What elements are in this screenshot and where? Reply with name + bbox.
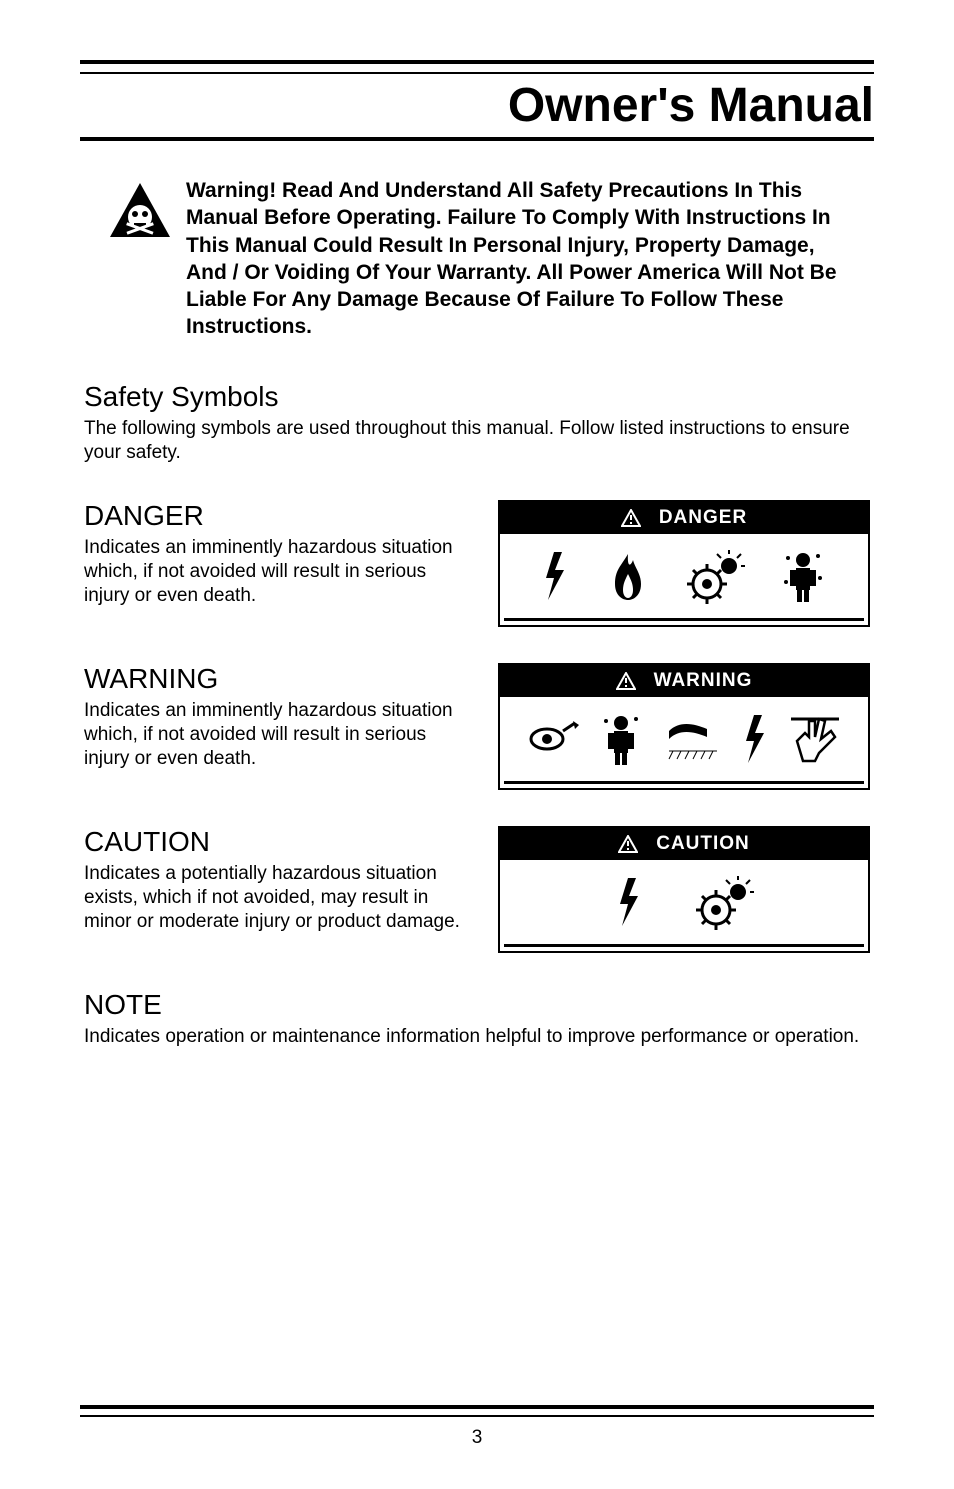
danger-section: DANGER Indicates an imminently hazardous…: [80, 500, 874, 627]
hand-hazard-icon: [787, 711, 843, 767]
warning-placard: WARNING: [498, 663, 870, 790]
warning-section: WARNING Indicates an imminently hazardou…: [80, 663, 874, 790]
page-title: Owner's Manual: [80, 74, 874, 137]
caution-body: Indicates a potentially hazardous situat…: [84, 862, 474, 933]
danger-body: Indicates an imminently hazardous situat…: [84, 536, 474, 607]
page-footer: 3: [80, 1405, 874, 1449]
page-number: 3: [80, 1427, 874, 1449]
note-body: Indicates operation or maintenance infor…: [84, 1025, 870, 1049]
warning-body: Indicates an imminently hazardous situat…: [84, 699, 474, 770]
caution-placard: CAUTION: [498, 826, 870, 953]
safety-symbols-heading: Safety Symbols: [84, 381, 870, 413]
note-heading: NOTE: [84, 989, 870, 1021]
alert-triangle-icon: [616, 672, 636, 690]
caution-placard-label: CAUTION: [656, 833, 750, 855]
bolt-icon: [614, 874, 644, 930]
safety-symbols-body: The following symbols are used throughou…: [84, 417, 870, 465]
danger-placard-label: DANGER: [659, 507, 747, 529]
caution-heading: CAUTION: [84, 826, 474, 858]
safety-symbols-section: Safety Symbols The following symbols are…: [80, 381, 874, 465]
fire-icon: [603, 548, 653, 604]
note-section: NOTE Indicates operation or maintenance …: [80, 989, 874, 1049]
alert-triangle-icon: [621, 509, 641, 527]
danger-placard: DANGER: [498, 500, 870, 627]
title-rule-bottom: [80, 137, 874, 141]
warning-block-text: Warning! Read And Understand All Safety …: [186, 177, 846, 341]
toxic-person-icon: [778, 548, 828, 604]
alert-triangle-icon: [618, 835, 638, 853]
danger-heading: DANGER: [84, 500, 474, 532]
toxic-person-icon: [596, 711, 646, 767]
bolt-icon: [740, 711, 770, 767]
top-rule: [80, 60, 874, 64]
caution-section: CAUTION Indicates a potentially hazardou…: [80, 826, 874, 953]
gear-burst-icon: [685, 548, 745, 604]
eye-hazard-icon: [525, 711, 579, 767]
warning-block: Warning! Read And Understand All Safety …: [80, 177, 874, 341]
gear-burst-icon: [694, 874, 754, 930]
skull-warning-icon: [108, 177, 172, 341]
warning-heading: WARNING: [84, 663, 474, 695]
warning-placard-label: WARNING: [654, 670, 753, 692]
bolt-icon: [540, 548, 570, 604]
slip-hazard-icon: [663, 711, 723, 767]
